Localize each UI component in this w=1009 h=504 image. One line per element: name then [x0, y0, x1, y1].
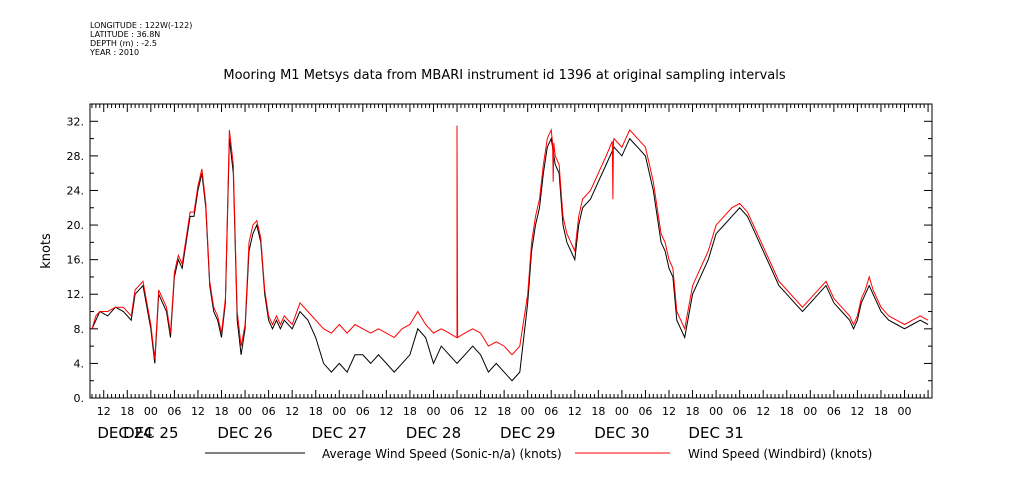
x-tick-label: 00 [144, 405, 158, 418]
y-tick-label: 28. [67, 150, 85, 163]
legend-label-2: Wind Speed (Windbird) (knots) [688, 447, 872, 461]
x-tick-label: 12 [97, 405, 111, 418]
y-tick-label: 12. [67, 288, 85, 301]
x-tick-label: 00 [521, 405, 535, 418]
x-tick-label: 00 [615, 405, 629, 418]
x-tick-label: 00 [426, 405, 440, 418]
x-tick-label: 12 [850, 405, 864, 418]
x-tick-label: 00 [238, 405, 252, 418]
x-tick-label: 18 [120, 405, 134, 418]
x-tick-label: 18 [591, 405, 605, 418]
y-tick-label: 20. [67, 219, 85, 232]
x-day-label: DEC 29 [500, 424, 555, 442]
x-day-label: DEC 26 [217, 424, 272, 442]
x-tick-label: 06 [167, 405, 181, 418]
x-tick-label: 18 [780, 405, 794, 418]
x-tick-label: 06 [450, 405, 464, 418]
y-tick-label: 0. [74, 392, 85, 405]
x-tick-label: 18 [215, 405, 229, 418]
x-tick-label: 00 [898, 405, 912, 418]
plot-frame [89, 103, 933, 399]
y-tick-label: 4. [74, 357, 85, 370]
x-tick-label: 06 [544, 405, 558, 418]
y-axis-label: knots [39, 233, 54, 269]
x-tick-label: 00 [332, 405, 346, 418]
x-day-label: DEC 30 [594, 424, 649, 442]
x-tick-label: 18 [497, 405, 511, 418]
x-tick-label: 18 [686, 405, 700, 418]
x-tick-label: 06 [638, 405, 652, 418]
depth-text: DEPTH (m) : -2.5 [90, 39, 157, 48]
x-day-label: DEC 27 [312, 424, 367, 442]
x-tick-label: 12 [568, 405, 582, 418]
x-tick-label: 12 [285, 405, 299, 418]
x-day-label: DEC 28 [406, 424, 461, 442]
x-tick-label: 12 [662, 405, 676, 418]
longitude-text: LONGITUDE : 122W(-122) [90, 21, 193, 30]
x-tick-label: 06 [356, 405, 370, 418]
y-tick-label: 8. [74, 323, 85, 336]
metadata-block: LONGITUDE : 122W(-122) LATITUDE : 36.8N … [90, 21, 192, 57]
y-tick-label: 24. [67, 184, 85, 197]
legend-label-1: Average Wind Speed (Sonic-n/a) (knots) [322, 447, 562, 461]
x-tick-label: 18 [874, 405, 888, 418]
x-day-label: DEC 25 [123, 424, 178, 442]
x-tick-label: 18 [403, 405, 417, 418]
x-tick-label: 12 [379, 405, 393, 418]
x-tick-label: 12 [756, 405, 770, 418]
chart-title: Mooring M1 Metsys data from MBARI instru… [223, 68, 786, 83]
year-text: YEAR : 2010 [90, 48, 140, 57]
x-day-label: DEC 24 [97, 424, 152, 442]
y-tick-label: 16. [67, 254, 85, 267]
x-tick-label: 00 [709, 405, 723, 418]
x-tick-label: 18 [309, 405, 323, 418]
x-tick-label: 06 [733, 405, 747, 418]
latitude-text: LATITUDE : 36.8N [90, 30, 161, 39]
x-day-label: DEC 31 [688, 424, 743, 442]
x-tick-label: 12 [474, 405, 488, 418]
y-tick-label: 32. [67, 115, 85, 128]
x-tick-label: 00 [803, 405, 817, 418]
series-line-1 [91, 136, 929, 382]
x-tick-label: 06 [827, 405, 841, 418]
series-line-2 [91, 125, 929, 360]
x-tick-label: 06 [262, 405, 276, 418]
x-tick-label: 12 [191, 405, 205, 418]
